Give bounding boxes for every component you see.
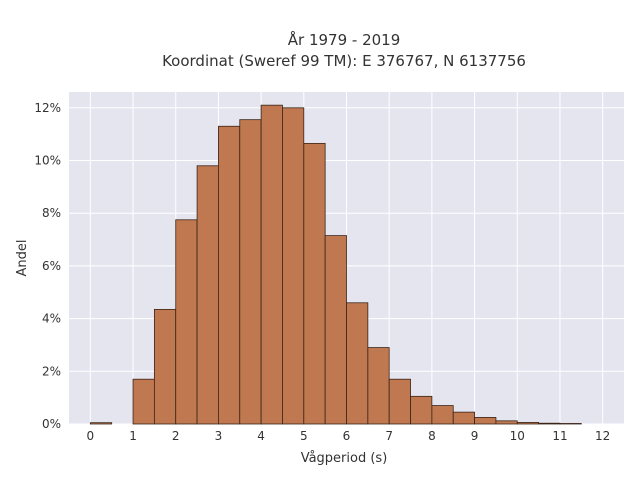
histogram-bar: [153, 308, 177, 425]
x-tick-label: 3: [215, 429, 223, 443]
histogram-bar: [303, 142, 326, 425]
y-tick-label: 12%: [34, 101, 61, 115]
x-tick-labels: 0 1 2 3 4 5 6 7 8 9 10 11 12: [87, 429, 611, 443]
histogram-bar: [474, 417, 497, 425]
x-tick-label: 12: [595, 429, 610, 443]
x-tick-label: 11: [552, 429, 567, 443]
y-tick-labels: 0% 2% 4% 6% 8% 10% 12%: [34, 101, 61, 431]
x-axis-label: Vågperiod (s): [301, 451, 388, 466]
y-axis-label: Andel: [15, 240, 30, 277]
histogram-bar: [452, 411, 475, 425]
chart-title: År 1979 - 2019: [288, 30, 401, 49]
histogram-bar: [495, 420, 518, 425]
histogram-bar: [282, 107, 305, 425]
histogram-bar: [132, 378, 155, 425]
x-tick-label: 10: [510, 429, 525, 443]
histogram-bar: [410, 395, 433, 425]
histogram-bar: [218, 125, 241, 425]
histogram-bar: [367, 347, 390, 425]
histogram-bar: [538, 422, 561, 425]
histogram-bar: [239, 119, 262, 425]
y-tick-label: 4%: [42, 312, 61, 326]
y-tick-label: 6%: [42, 259, 61, 273]
histogram-bar: [196, 165, 219, 425]
histogram-bars: [89, 104, 582, 425]
x-tick-label: 2: [172, 429, 180, 443]
histogram-bar: [388, 378, 411, 425]
y-tick-label: 8%: [42, 206, 61, 220]
x-tick-label: 6: [343, 429, 351, 443]
chart-subtitle: Koordinat (Sweref 99 TM): E 376767, N 61…: [162, 52, 526, 70]
histogram-bar: [324, 235, 347, 425]
y-tick-label: 2%: [42, 364, 61, 378]
histogram-bar: [89, 422, 113, 425]
y-tick-label: 0%: [42, 417, 61, 431]
histogram-bar: [346, 302, 369, 425]
x-tick-label: 8: [428, 429, 436, 443]
x-tick-label: 5: [300, 429, 308, 443]
histogram-bar: [431, 405, 454, 425]
y-tick-label: 10%: [34, 154, 61, 168]
x-tick-label: 1: [129, 429, 137, 443]
x-tick-label: 9: [471, 429, 479, 443]
x-tick-label: 7: [385, 429, 393, 443]
histogram-bar: [516, 422, 540, 425]
x-tick-label: 4: [257, 429, 265, 443]
x-tick-label: 0: [87, 429, 95, 443]
histogram-bar: [175, 219, 198, 425]
histogram-bar: [260, 104, 283, 425]
histogram-bar: [559, 423, 582, 425]
